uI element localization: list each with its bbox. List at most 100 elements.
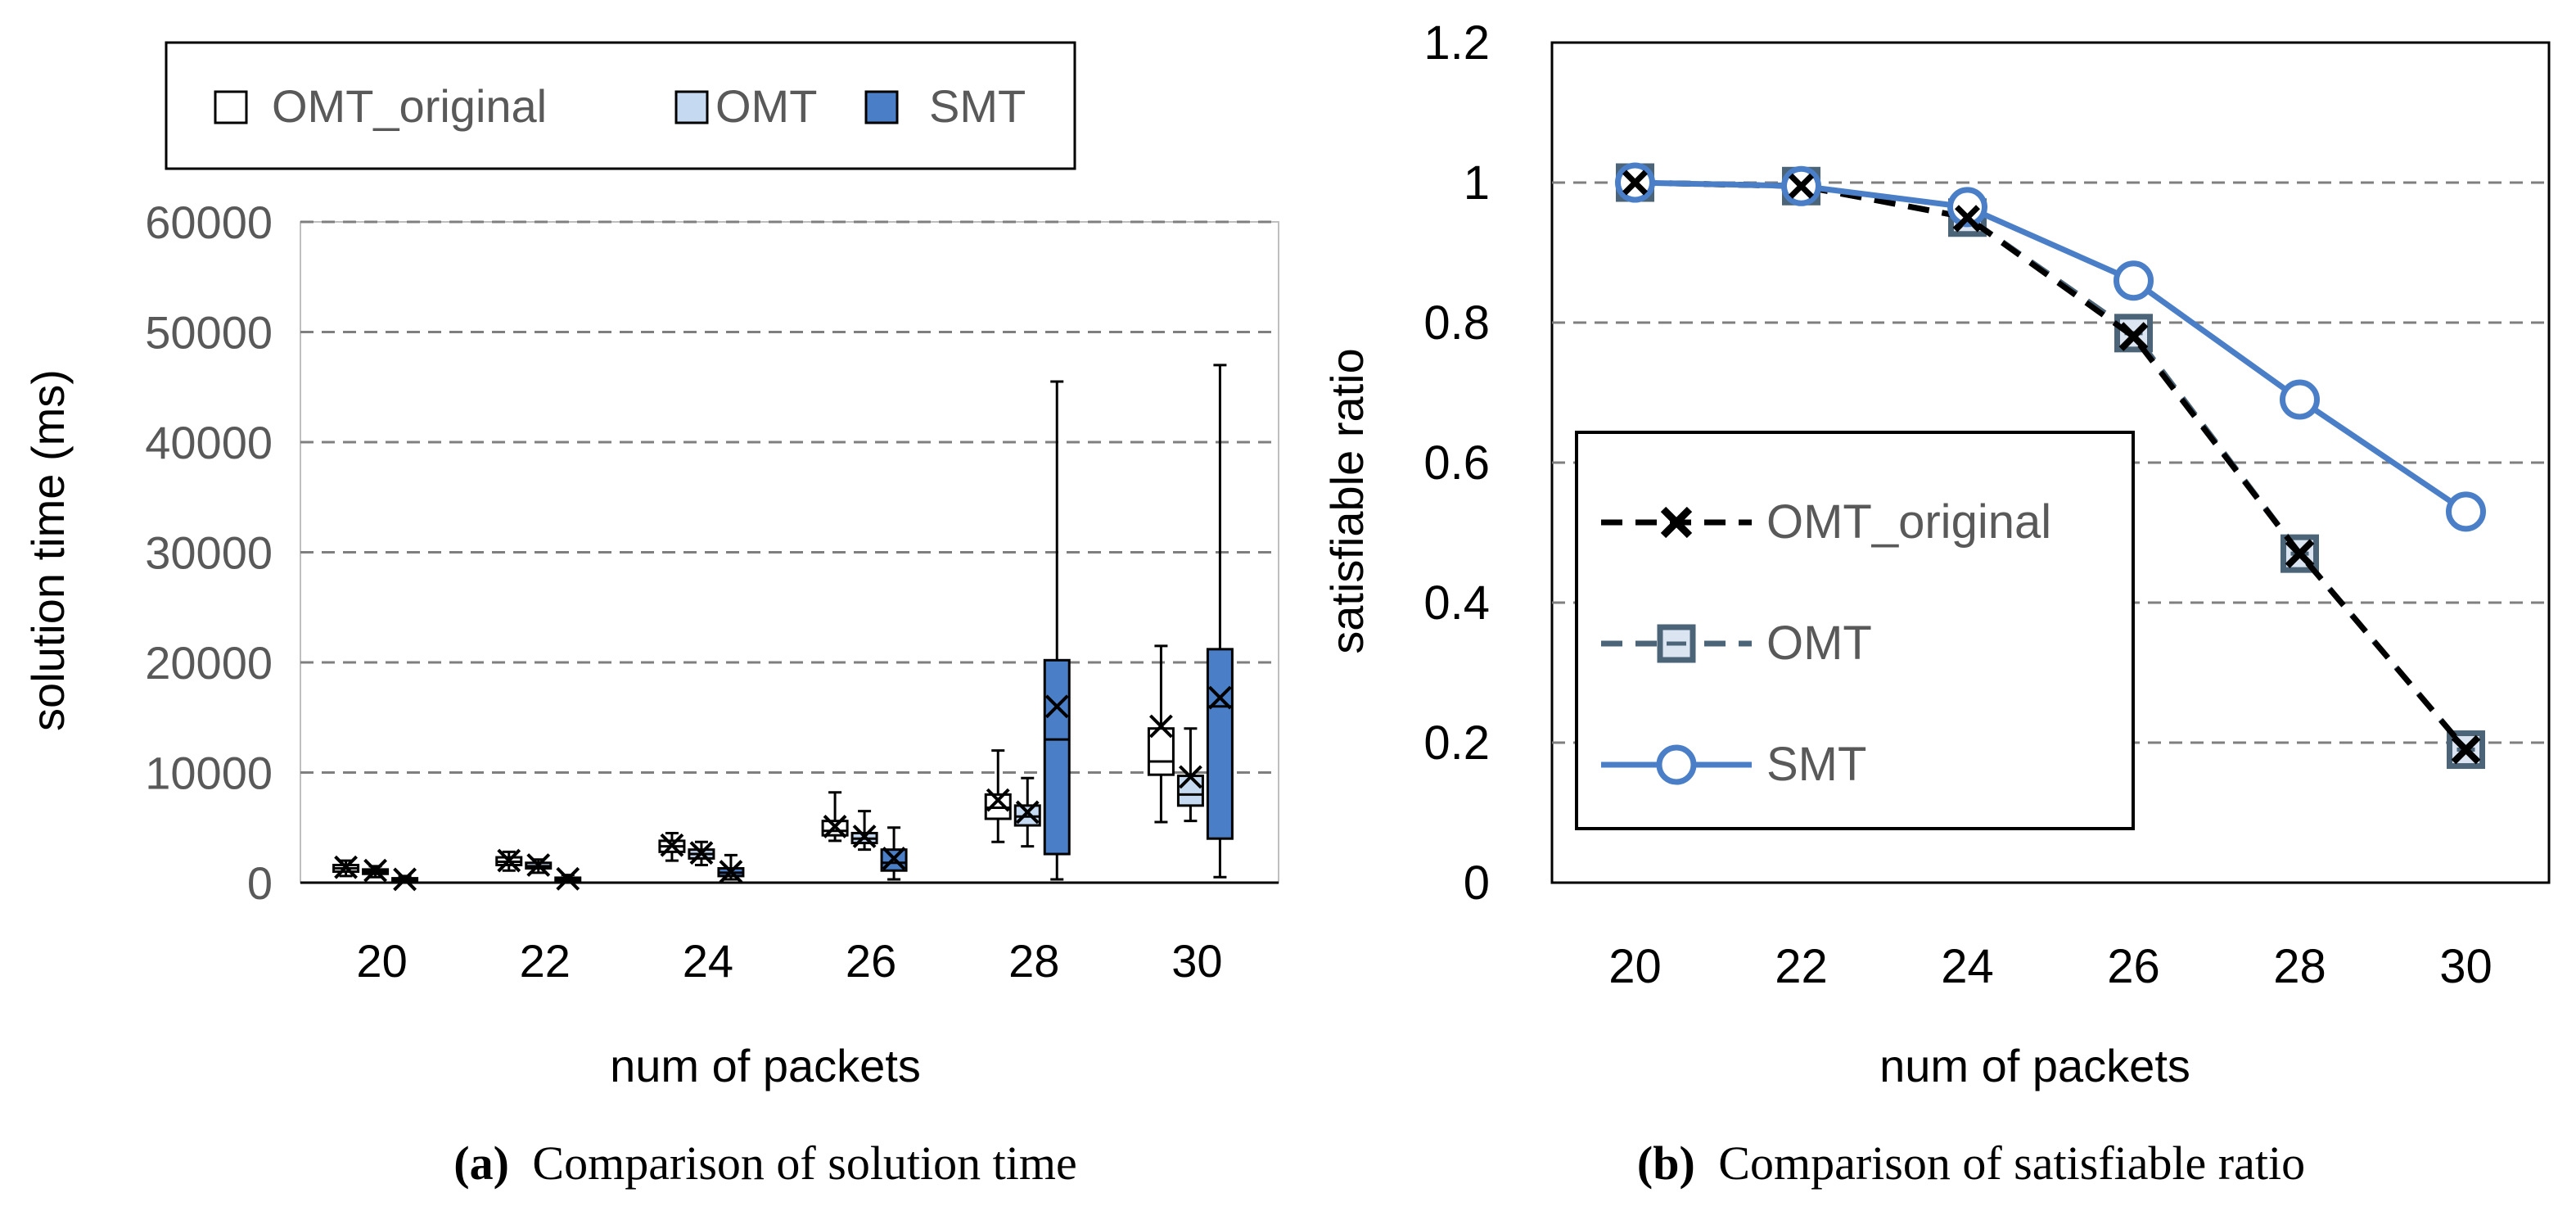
legend-b-omt-label: OMT bbox=[1766, 617, 1872, 670]
plot-a-x-tick-label: 20 bbox=[356, 935, 407, 987]
plot-b-y-tick-label: 0.4 bbox=[1423, 576, 1490, 630]
plot-b-y-tick-label: 1 bbox=[1464, 156, 1490, 210]
box-smt bbox=[880, 826, 908, 881]
plot-a-y-tick-label: 20000 bbox=[145, 637, 273, 689]
marker-omt-original-top bbox=[1789, 173, 1814, 199]
plot-a-y-tick-labels: 0 10000 20000 30000 40000 50000 60000 bbox=[145, 197, 273, 909]
plot-b-series bbox=[1615, 162, 2486, 770]
plot-a-boxes bbox=[332, 364, 1234, 892]
box-mean-marker bbox=[1149, 714, 1173, 739]
series-line-smt bbox=[1635, 179, 2468, 514]
plot-b-x-tick-label: 28 bbox=[2273, 940, 2326, 993]
plot-a-y-tick-label: 50000 bbox=[145, 307, 273, 359]
marker-omt-original-top bbox=[2287, 540, 2312, 567]
box-omt-original bbox=[658, 831, 686, 862]
plot-a-y-tick-label: 10000 bbox=[145, 748, 273, 799]
box-mean-marker bbox=[1015, 800, 1040, 825]
marker-smt bbox=[2280, 379, 2320, 420]
box-mean-marker bbox=[1044, 694, 1069, 719]
marker-omt-original-top bbox=[2453, 737, 2479, 763]
plot-b-x-tick-labels: 20 22 24 26 28 30 bbox=[1608, 940, 2493, 993]
box-mean-marker bbox=[660, 833, 684, 857]
box-mean-marker bbox=[986, 788, 1010, 812]
legend-a-smt-label: SMT bbox=[929, 80, 1026, 132]
legend-a-omt-original-swatch bbox=[214, 90, 248, 124]
plot-a-x-tick-labels: 20 22 24 26 28 30 bbox=[356, 935, 1222, 987]
plot-b-x-tick-label: 24 bbox=[1941, 940, 1994, 993]
box-smt bbox=[1043, 380, 1071, 881]
box-omt bbox=[525, 853, 553, 877]
box-body bbox=[1043, 658, 1071, 856]
box-mean-marker bbox=[1179, 765, 1202, 789]
legend-a-omt-swatch bbox=[674, 90, 709, 124]
marker-smt bbox=[2114, 260, 2154, 301]
plot-b-y-tick-label: 0.2 bbox=[1423, 716, 1490, 770]
plot-b-x-tick-label: 26 bbox=[2107, 940, 2160, 993]
caption-a: (a) Comparison of solution time bbox=[453, 1136, 1077, 1190]
marker-smt bbox=[1947, 187, 1987, 228]
box-body bbox=[1206, 648, 1234, 840]
plot-a-x-tick-label: 30 bbox=[1171, 935, 1222, 987]
box-omt bbox=[1176, 727, 1204, 823]
plot-a-x-tick-label: 28 bbox=[1008, 935, 1059, 987]
box-mean-marker bbox=[852, 825, 877, 848]
box-body bbox=[1176, 775, 1204, 807]
legend-b-smt: SMT bbox=[1601, 738, 1866, 791]
box-omt bbox=[850, 810, 878, 852]
box-omt bbox=[1013, 776, 1041, 848]
plot-a-y-tick-label: 60000 bbox=[145, 197, 273, 248]
plot-a-y-tick-label: 40000 bbox=[145, 417, 273, 468]
plot-a-y-tick-label: 0 bbox=[247, 857, 273, 909]
box-mean-marker bbox=[393, 867, 417, 892]
marker-smt bbox=[2446, 491, 2486, 532]
legend-a-smt: SMT bbox=[864, 80, 1026, 132]
plot-a-gridlines bbox=[300, 220, 1279, 774]
plot-b-y-tick-label: 0 bbox=[1464, 856, 1490, 910]
panel-a-solution-time: OMT_original OMT SMT 0 10000 20000 30000 400… bbox=[22, 41, 1279, 1190]
box-mean-marker bbox=[363, 858, 387, 883]
box-omt-original bbox=[821, 791, 849, 843]
marker-omt-original-top bbox=[1622, 169, 1648, 196]
caption-a-text: Comparison of solution time bbox=[532, 1136, 1076, 1190]
legend-b-smt-label: SMT bbox=[1766, 738, 1866, 791]
plot-b-x-tick-label: 30 bbox=[2439, 940, 2493, 993]
marker-omt-original-top bbox=[2121, 323, 2146, 350]
marker-omt-original-top bbox=[1955, 205, 1980, 231]
plot-a-x-axis-label: num of packets bbox=[610, 1040, 921, 1091]
box-omt-original bbox=[332, 855, 360, 879]
box-smt bbox=[717, 853, 745, 883]
caption-b-text: Comparison of satisfiable ratio bbox=[1718, 1136, 2305, 1190]
box-mean-marker bbox=[882, 846, 906, 870]
plot-a-x-tick-label: 24 bbox=[683, 935, 733, 987]
box-smt bbox=[554, 866, 582, 891]
plot-b-y-tick-label: 0.6 bbox=[1423, 436, 1490, 490]
plot-a-x-tick-label: 26 bbox=[846, 935, 896, 987]
box-omt bbox=[688, 840, 715, 866]
box-mean-marker bbox=[556, 866, 580, 891]
caption-a-letter: (a) bbox=[453, 1136, 509, 1190]
plot-b-x-axis-label: num of packets bbox=[1879, 1040, 2190, 1091]
plot-b-y-axis-label: satisfiable ratio bbox=[1321, 348, 1373, 654]
plot-b-y-tick-labels: 0 0.2 0.4 0.6 0.8 1 1.2 bbox=[1423, 16, 1490, 910]
legend-a-frame bbox=[165, 41, 1076, 170]
box-mean-marker bbox=[526, 853, 551, 877]
box-mean-marker bbox=[1208, 685, 1232, 710]
box-omt-original bbox=[495, 848, 523, 873]
legend-a-omt-label: OMT bbox=[715, 80, 817, 132]
box-mean-marker bbox=[497, 848, 521, 873]
box-smt bbox=[1206, 364, 1234, 879]
legend-b-omt-original: OMT_original bbox=[1601, 495, 2051, 549]
legend-b-omt-original-label: OMT_original bbox=[1766, 495, 2051, 549]
box-smt bbox=[391, 867, 419, 892]
legend-b-smt-marker bbox=[1656, 744, 1697, 785]
box-omt bbox=[362, 858, 390, 883]
plot-b-y-tick-label: 1.2 bbox=[1423, 16, 1490, 70]
legend-a-omt: OMT bbox=[674, 80, 817, 132]
legend-a-smt-swatch bbox=[864, 90, 899, 124]
legend-b-omt: OMT bbox=[1601, 617, 1872, 670]
plot-a-x-tick-label: 22 bbox=[520, 935, 571, 987]
box-mean-marker bbox=[719, 860, 743, 883]
box-omt-original bbox=[984, 749, 1012, 843]
plot-b-y-tick-label: 0.8 bbox=[1423, 296, 1490, 350]
